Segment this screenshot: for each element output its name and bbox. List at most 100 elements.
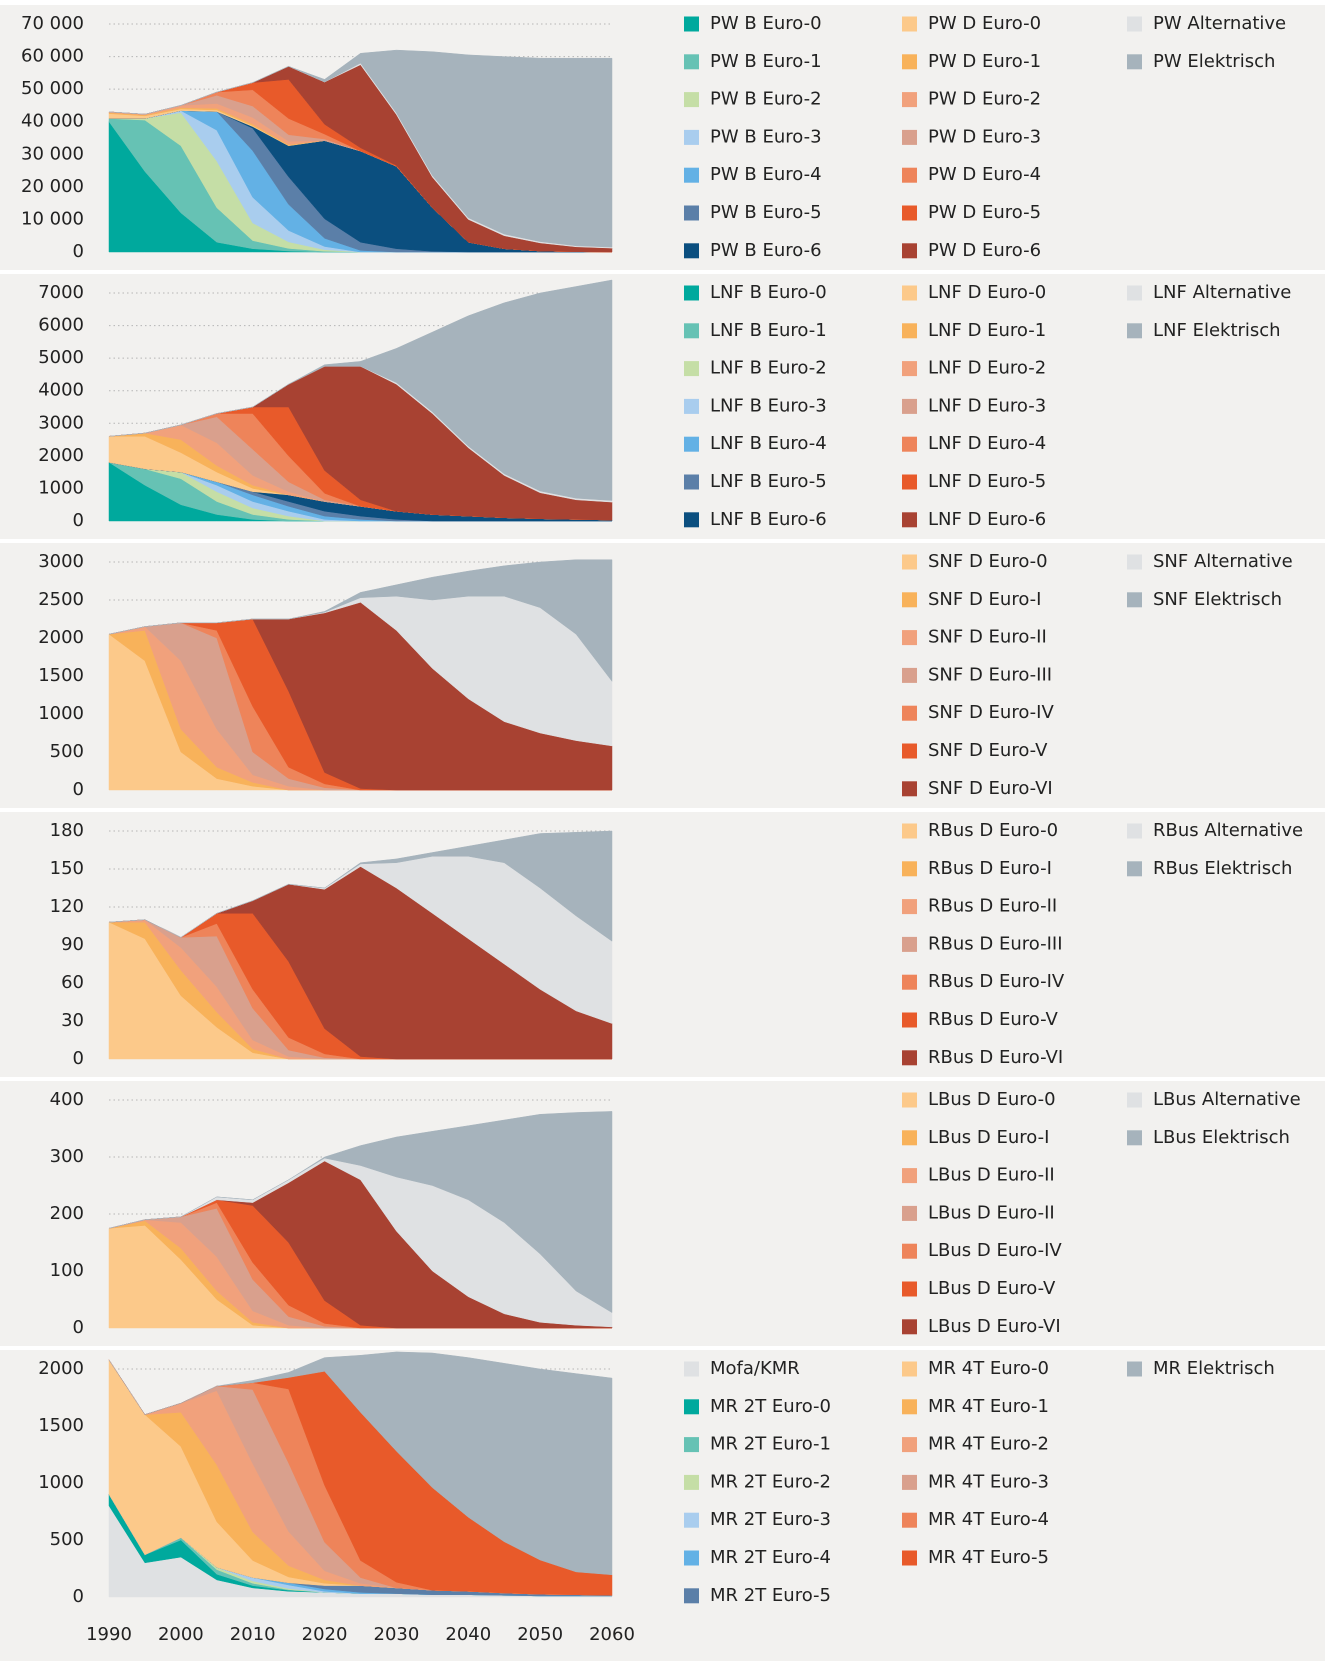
y-tick-label: 100 <box>50 1260 84 1281</box>
legend-label: LNF B Euro-5 <box>710 471 827 492</box>
legend-swatch <box>902 1281 917 1297</box>
legend-label: PW B Euro-4 <box>710 164 822 185</box>
legend-label: RBus Elektrisch <box>1153 858 1292 879</box>
legend-swatch <box>902 1050 917 1066</box>
legend-label: LBus D Euro-II <box>928 1165 1055 1186</box>
legend-label: SNF D Euro-III <box>928 664 1052 685</box>
legend-label: MR 2T Euro-0 <box>710 1396 831 1417</box>
legend-swatch <box>902 129 917 145</box>
y-tick-label: 0 <box>73 241 84 262</box>
legend-swatch <box>902 974 917 990</box>
legend-label: MR 4T Euro-0 <box>928 1358 1049 1379</box>
legend-swatch <box>902 705 917 721</box>
legend-label: LNF D Euro-0 <box>928 282 1046 303</box>
legend-label: MR 4T Euro-2 <box>928 1434 1049 1455</box>
legend-swatch <box>684 16 699 32</box>
legend-swatch <box>902 1361 917 1377</box>
legend-swatch <box>1127 1130 1142 1146</box>
legend-label: MR 2T Euro-5 <box>710 1585 831 1606</box>
legend-label: RBus D Euro-0 <box>928 820 1058 841</box>
legend-label: PW B Euro-1 <box>710 51 822 72</box>
legend-swatch <box>902 1399 917 1415</box>
legend-swatch <box>902 16 917 32</box>
y-tick-label: 0 <box>73 1317 84 1338</box>
legend-swatch <box>684 92 699 108</box>
legend-swatch <box>902 823 917 839</box>
legend-swatch <box>902 474 917 490</box>
y-tick-label: 60 000 <box>21 46 84 67</box>
legend-label: LNF B Euro-0 <box>710 282 827 303</box>
legend-swatch <box>684 1437 699 1453</box>
x-tick-label: 2060 <box>589 1624 635 1645</box>
legend-swatch <box>684 361 699 377</box>
legend-swatch <box>902 1474 917 1490</box>
legend-label: RBus Alternative <box>1153 820 1303 841</box>
legend-label: LBus D Euro-II <box>928 1202 1055 1223</box>
legend-swatch <box>684 1474 699 1490</box>
legend-swatch <box>1127 554 1142 570</box>
y-tick-label: 5000 <box>38 347 84 368</box>
x-tick-label: 2040 <box>445 1624 491 1645</box>
legend-swatch <box>902 630 917 646</box>
legend-swatch <box>684 1512 699 1528</box>
y-tick-label: 0 <box>73 1048 84 1069</box>
legend-label: MR 2T Euro-3 <box>710 1509 831 1530</box>
area <box>108 1111 613 1314</box>
legend-label: PW D Euro-6 <box>928 240 1041 261</box>
legend-swatch <box>902 861 917 877</box>
legend-label: Mofa/KMR <box>710 1358 800 1379</box>
legend-label: MR 4T Euro-5 <box>928 1547 1049 1568</box>
legend-label: LNF D Euro-3 <box>928 395 1046 416</box>
legend-swatch <box>902 398 917 414</box>
legend-label: LNF B Euro-6 <box>710 509 827 530</box>
legend-swatch <box>902 1012 917 1028</box>
legend-label: LBus D Euro-0 <box>928 1089 1056 1110</box>
legend-label: PW Alternative <box>1153 13 1286 34</box>
area <box>108 279 613 501</box>
legend-swatch <box>902 1130 917 1146</box>
legend-label: LNF Alternative <box>1153 282 1291 303</box>
area <box>108 559 613 683</box>
y-tick-label: 40 000 <box>21 111 84 132</box>
legend-label: LNF D Euro-4 <box>928 433 1046 454</box>
y-tick-label: 30 <box>61 1010 84 1031</box>
legend-swatch <box>902 667 917 683</box>
legend-label: MR Elektrisch <box>1153 1358 1275 1379</box>
legend-swatch <box>684 129 699 145</box>
legend-swatch <box>1127 1092 1142 1108</box>
x-tick-label: 2050 <box>517 1624 563 1645</box>
legend-label: LBus D Euro-V <box>928 1278 1056 1299</box>
legend-label: LNF B Euro-3 <box>710 395 827 416</box>
area <box>108 49 613 248</box>
y-tick-label: 3000 <box>38 551 84 572</box>
legend-label: RBus D Euro-I <box>928 858 1052 879</box>
legend-label: LNF B Euro-1 <box>710 320 827 341</box>
legend-label: MR 4T Euro-4 <box>928 1509 1049 1530</box>
legend-swatch <box>684 436 699 452</box>
legend-swatch <box>684 54 699 70</box>
y-tick-label: 0 <box>73 779 84 800</box>
y-tick-label: 400 <box>50 1089 84 1110</box>
x-tick-label: 2000 <box>158 1624 204 1645</box>
y-tick-label: 90 <box>61 934 84 955</box>
y-tick-label: 2000 <box>38 1358 84 1379</box>
legend-label: RBus D Euro-IV <box>928 971 1065 992</box>
legend-label: PW D Euro-2 <box>928 89 1041 110</box>
legend-label: LNF Elektrisch <box>1153 320 1281 341</box>
area <box>108 1351 613 1576</box>
legend-swatch <box>1127 323 1142 339</box>
legend-swatch <box>902 1092 917 1108</box>
legend-label: SNF D Euro-II <box>928 627 1047 648</box>
legend-swatch <box>684 205 699 221</box>
legend-swatch <box>902 1205 917 1221</box>
legend-swatch <box>1127 16 1142 32</box>
legend-label: PW Elektrisch <box>1153 51 1275 72</box>
legend-swatch <box>1127 54 1142 70</box>
x-tick-label: 2010 <box>230 1624 276 1645</box>
legend-label: LBus D Euro-VI <box>928 1316 1061 1337</box>
legend-swatch <box>902 781 917 797</box>
legend-swatch <box>902 899 917 915</box>
y-tick-label: 500 <box>50 741 84 762</box>
legend-swatch <box>684 1550 699 1566</box>
